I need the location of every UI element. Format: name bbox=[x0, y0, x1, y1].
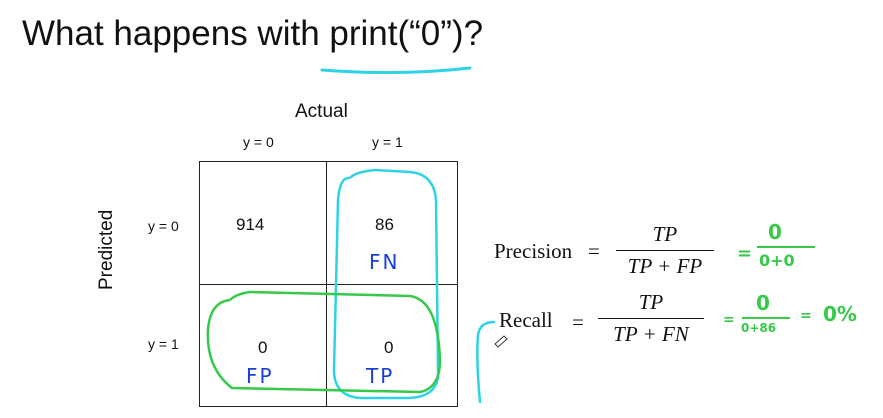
row-header-y1: y = 1 bbox=[148, 336, 179, 352]
green-row-loop bbox=[206, 290, 442, 394]
recall-hand-equals-2: = bbox=[800, 308, 812, 324]
tp-annotation: TP bbox=[366, 364, 395, 388]
row-header-y0: y = 0 bbox=[148, 218, 179, 234]
recall-hand-denominator: 0+86 bbox=[741, 321, 777, 335]
recall-denominator: TP + FN bbox=[613, 322, 689, 346]
cell-tn-value: 914 bbox=[236, 215, 265, 234]
precision-label: Precision bbox=[494, 239, 573, 263]
confusion-matrix-grid bbox=[199, 161, 458, 407]
precision-fraction-bar bbox=[616, 250, 714, 251]
cell-fn-value: 86 bbox=[375, 215, 394, 234]
precision-numerator: TP bbox=[652, 222, 678, 246]
precision-equals: = bbox=[588, 239, 600, 263]
page-title: What happens with print(“0”)? bbox=[22, 14, 484, 53]
fn-annotation: FN bbox=[369, 250, 400, 274]
precision-denominator: TP + FP bbox=[627, 254, 703, 278]
actual-axis-label: Actual bbox=[295, 101, 348, 122]
grid-horizontal-divider bbox=[200, 284, 457, 285]
recall-fraction: TP TP + FN bbox=[598, 290, 704, 347]
fp-annotation: FP bbox=[246, 364, 274, 388]
recall-fraction-bar bbox=[598, 318, 704, 319]
recall-hand-numerator: 0 bbox=[756, 291, 770, 315]
cell-fp-value: 0 bbox=[258, 338, 268, 357]
recall-label: Recall bbox=[499, 308, 553, 332]
col-header-y1: y = 1 bbox=[372, 134, 403, 150]
precision-hand-numerator: 0 bbox=[768, 220, 782, 244]
recall-hand-result: 0% bbox=[823, 302, 857, 326]
precision-fraction: TP TP + FP bbox=[616, 222, 714, 279]
col-header-y0: y = 0 bbox=[243, 134, 274, 150]
recall-hand-equals: = bbox=[723, 312, 735, 328]
cyan-underline bbox=[320, 66, 472, 75]
cyan-column-loop bbox=[332, 168, 440, 400]
precision-hand-equals: = bbox=[737, 243, 753, 264]
precision-hand-bar bbox=[757, 246, 815, 248]
recall-numerator: TP bbox=[638, 290, 664, 314]
cyan-hook bbox=[476, 320, 496, 404]
cell-tp-value: 0 bbox=[384, 338, 394, 357]
recall-equals: = bbox=[572, 310, 584, 334]
recall-hand-bar bbox=[742, 317, 790, 319]
pencil-mark bbox=[494, 335, 508, 348]
precision-hand-denominator: 0+0 bbox=[759, 251, 795, 270]
